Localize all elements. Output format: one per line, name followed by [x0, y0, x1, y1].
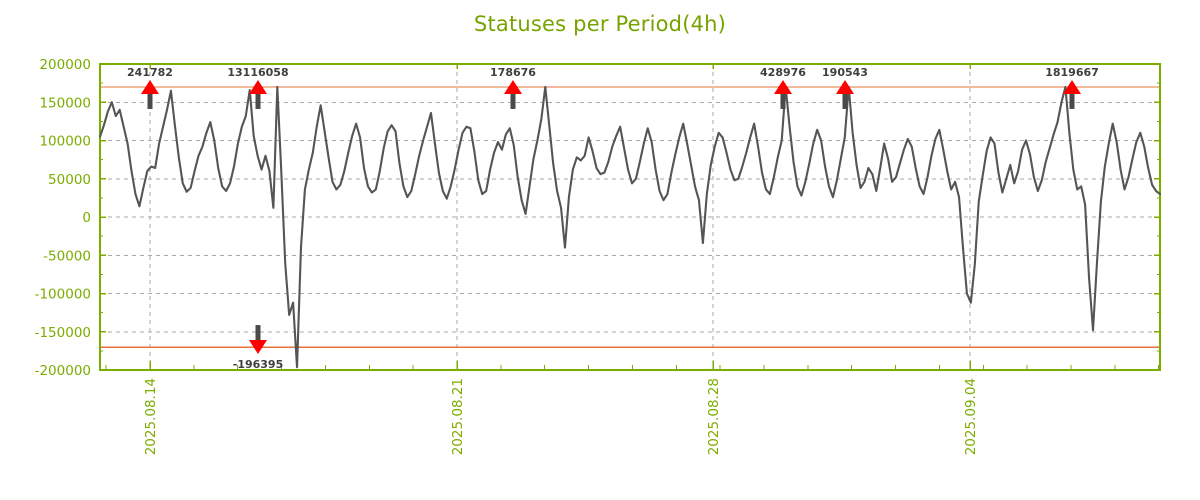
y-axis-ticks: 200000 150000 100000 50000 0 -50000 -100000 -15…: [35, 57, 1160, 379]
annotation-stem: [842, 86, 848, 109]
annotation-marker[interactable]: 190543: [822, 66, 868, 109]
annotation-markers: 241782 13116058 -196395 178676 428976 190543 1…: [127, 66, 1099, 371]
x-tick-label: 2025.09.04: [963, 378, 979, 455]
annotation-marker[interactable]: 428976: [760, 66, 806, 109]
annotation-marker[interactable]: -196395: [233, 325, 284, 371]
annotation-triangle-up-icon: [141, 79, 159, 94]
annotation-value-label: 190543: [822, 66, 868, 79]
x-tick-label: 2025.08.21: [450, 378, 466, 455]
y-tick-label: -50000: [43, 248, 91, 264]
y-tick-label: 50000: [48, 172, 91, 188]
annotation-triangle-up-icon: [504, 79, 522, 94]
annotation-marker[interactable]: 178676: [490, 66, 536, 109]
x-tick-label: 2025.08.28: [706, 378, 722, 455]
annotation-stem: [510, 86, 516, 109]
data-series: [98, 85, 1162, 369]
annotation-triangle-up-icon: [249, 79, 267, 94]
annotation-value-label: -196395: [233, 358, 284, 371]
y-tick-label: -200000: [35, 363, 91, 379]
annotation-value-label: 13116058: [227, 66, 288, 79]
annotation-triangle-up-icon: [774, 79, 792, 94]
chart-title: Statuses per Period(4h): [473, 12, 727, 36]
annotation-stem: [255, 86, 261, 109]
y-tick-label: 0: [82, 210, 91, 226]
annotation-triangle-down-icon: [249, 340, 267, 355]
y-tick-label: -150000: [35, 325, 91, 341]
y-tick-label: 200000: [39, 57, 91, 73]
annotation-marker[interactable]: 13116058: [227, 66, 289, 109]
annotation-triangle-up-icon: [836, 79, 854, 94]
x-axis-ticks: 2025.08.14 2025.08.21 2025.08.28 2025.09.04: [105, 64, 1160, 455]
annotation-marker[interactable]: 1819667: [1045, 66, 1099, 109]
annotation-marker[interactable]: 241782: [127, 66, 173, 109]
series-line: [98, 85, 1162, 369]
y-tick-label: 100000: [39, 134, 91, 150]
grid-lines: [100, 63, 1160, 371]
annotation-value-label: 241782: [127, 66, 173, 79]
annotation-value-label: 178676: [490, 66, 536, 79]
x-tick-label: 2025.08.14: [143, 378, 159, 455]
y-tick-label: -100000: [35, 287, 91, 303]
annotation-stem: [1069, 86, 1075, 109]
annotation-stem: [780, 86, 786, 109]
annotation-value-label: 428976: [760, 66, 806, 79]
annotation-stem: [255, 325, 261, 348]
annotation-triangle-up-icon: [1063, 79, 1081, 94]
y-tick-label: 150000: [39, 95, 91, 111]
annotation-value-label: 1819667: [1045, 66, 1099, 79]
annotation-stem: [147, 86, 153, 109]
